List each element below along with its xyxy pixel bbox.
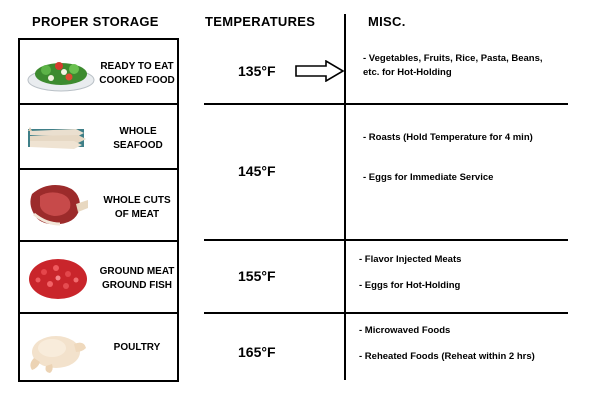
misc-header: MISC.: [368, 14, 406, 29]
raw-chicken-icon: [30, 336, 86, 373]
category-label: GROUND MEAT GROUND FISH: [99, 266, 175, 291]
ground-meat-icon: [29, 259, 87, 299]
category-whole-cuts-meat: WHOLE CUTS OF MEAT: [18, 168, 179, 242]
note-eggs-hot-holding: - Eggs for Hot-Holding: [359, 280, 461, 291]
category-label: WHOLE CUTS OF MEAT: [103, 195, 171, 220]
temperature-155: 155°F: [238, 268, 276, 284]
row-divider-2: [204, 239, 568, 241]
note-flavor-injected: - Flavor Injected Meats: [359, 254, 462, 265]
note-reheated: - Reheated Foods (Reheat within 2 hrs): [359, 351, 535, 362]
category-label: WHOLE SEAFOOD: [113, 126, 163, 151]
fish-icon: [28, 127, 86, 149]
category-poultry: POULTRY: [18, 312, 179, 382]
category-ready-to-eat: READY TO EAT COOKED FOOD: [18, 38, 179, 105]
row-divider-3: [204, 312, 568, 314]
arrow-right-icon: [295, 60, 345, 82]
category-ground-meat-fish: GROUND MEAT GROUND FISH: [18, 240, 179, 314]
temperature-165: 165°F: [238, 344, 276, 360]
column-divider: [344, 14, 346, 380]
note-eggs-immediate: - Eggs for Immediate Service: [363, 172, 494, 183]
temperatures-header: TEMPERATURES: [205, 14, 316, 29]
salad-plate-icon: [27, 62, 95, 92]
temperature-145: 145°F: [238, 163, 276, 179]
row-divider-1: [204, 103, 568, 105]
proper-storage-header: PROPER STORAGE: [32, 14, 159, 29]
note-hot-holding-foods: - Vegetables, Fruits, Rice, Pasta, Beans…: [363, 53, 543, 78]
category-whole-seafood: WHOLE SEAFOOD: [18, 103, 179, 170]
note-microwaved: - Microwaved Foods: [359, 325, 451, 336]
note-roasts: - Roasts (Hold Temperature for 4 min): [363, 132, 533, 143]
category-label: READY TO EAT COOKED FOOD: [99, 61, 175, 86]
temperature-135: 135°F: [238, 63, 276, 79]
meat-cut-icon: [30, 185, 88, 226]
category-label: POULTRY: [113, 342, 161, 353]
